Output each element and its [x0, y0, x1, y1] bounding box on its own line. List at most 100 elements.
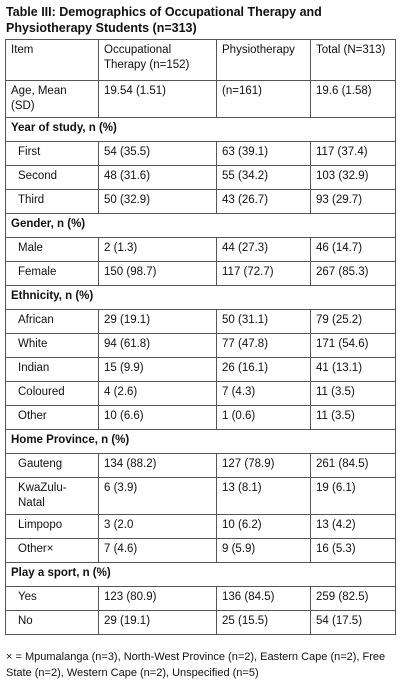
- cell: 2 (1.3): [98, 237, 217, 262]
- cell: 44 (27.3): [216, 237, 311, 262]
- section-label: Home Province, n (%): [5, 429, 396, 454]
- data-row: Gauteng 134 (88.2) 127 (78.9) 261 (84.5): [5, 453, 396, 478]
- cell: 15 (9.9): [98, 357, 217, 382]
- table-body: Item Occupational Therapy (n=152) Physioth…: [5, 39, 396, 635]
- section-row: Gender, n (%): [5, 213, 396, 238]
- section-row: Home Province, n (%): [5, 429, 396, 454]
- data-row: Limpopo 3 (2.0 10 (6.2) 13 (4.2): [5, 514, 396, 539]
- cell: 127 (78.9): [216, 453, 311, 478]
- data-row: Third 50 (32.9) 43 (26.7) 93 (29.7): [5, 189, 396, 214]
- cell: 3 (2.0: [98, 514, 217, 539]
- row-label: KwaZulu-Natal: [5, 477, 99, 515]
- data-row: White 94 (61.8) 77 (47.8) 171 (54.6): [5, 333, 396, 358]
- header-cell: Total (N=313): [310, 39, 396, 81]
- row-label: Third: [5, 189, 99, 214]
- cell: 46 (14.7): [310, 237, 396, 262]
- cell: 6 (3.9): [98, 477, 217, 515]
- section-row: Play a sport, n (%): [5, 562, 396, 587]
- data-row: Indian 15 (9.9) 26 (16.1) 41 (13.1): [5, 357, 396, 382]
- data-row: Other× 7 (4.6) 9 (5.9) 16 (5.3): [5, 538, 396, 563]
- cell: 267 (85.3): [310, 261, 396, 286]
- data-row: First 54 (35.5) 63 (39.1) 117 (37.4): [5, 141, 396, 166]
- cell: 48 (31.6): [98, 165, 217, 190]
- section-row: Ethnicity, n (%): [5, 285, 396, 310]
- cell: 103 (32.9): [310, 165, 396, 190]
- section-label: Play a sport, n (%): [5, 562, 396, 587]
- cell: 41 (13.1): [310, 357, 396, 382]
- cell: 19.6 (1.58): [310, 80, 396, 118]
- row-label: White: [5, 333, 99, 358]
- cell: 79 (25.2): [310, 309, 396, 334]
- data-row: Second 48 (31.6) 55 (34.2) 103 (32.9): [5, 165, 396, 190]
- cell: 94 (61.8): [98, 333, 217, 358]
- row-label: Gauteng: [5, 453, 99, 478]
- row-label: Coloured: [5, 381, 99, 406]
- cell: 7 (4.3): [216, 381, 311, 406]
- row-label: Male: [5, 237, 99, 262]
- cell: 123 (80.9): [98, 586, 217, 611]
- cell: 77 (47.8): [216, 333, 311, 358]
- row-label: Female: [5, 261, 99, 286]
- row-label: Other: [5, 405, 99, 430]
- cell: 11 (3.5): [310, 405, 396, 430]
- cell: 25 (15.5): [216, 610, 311, 635]
- data-row: Yes 123 (80.9) 136 (84.5) 259 (82.5): [5, 586, 396, 611]
- cell: 4 (2.6): [98, 381, 217, 406]
- cell: 29 (19.1): [98, 309, 217, 334]
- cell: 54 (17.5): [310, 610, 396, 635]
- cell: 259 (82.5): [310, 586, 396, 611]
- cell: 150 (98.7): [98, 261, 217, 286]
- section-label: Ethnicity, n (%): [5, 285, 396, 310]
- table-title: Table III: Demographics of Occupational …: [6, 5, 322, 35]
- cell: 10 (6.6): [98, 405, 217, 430]
- data-row: African 29 (19.1) 50 (31.1) 79 (25.2): [5, 309, 396, 334]
- cell: (n=161): [216, 80, 311, 118]
- data-row: Female 150 (98.7) 117 (72.7) 267 (85.3): [5, 261, 396, 286]
- data-row: Male 2 (1.3) 44 (27.3) 46 (14.7): [5, 237, 396, 262]
- data-row: No 29 (19.1) 25 (15.5) 54 (17.5): [5, 610, 396, 635]
- cell: 13 (8.1): [216, 477, 311, 515]
- data-row: Other 10 (6.6) 1 (0.6) 11 (3.5): [5, 405, 396, 430]
- header-cell: Item: [5, 39, 99, 81]
- header-row: Item Occupational Therapy (n=152) Physioth…: [5, 39, 396, 81]
- cell: 13 (4.2): [310, 514, 396, 539]
- cell: 134 (88.2): [98, 453, 217, 478]
- cell: 50 (32.9): [98, 189, 217, 214]
- row-label: First: [5, 141, 99, 166]
- row-label: Other×: [5, 538, 99, 563]
- row-label: Limpopo: [5, 514, 99, 539]
- cell: 7 (4.6): [98, 538, 217, 563]
- cell: 11 (3.5): [310, 381, 396, 406]
- cell: 261 (84.5): [310, 453, 396, 478]
- cell: 16 (5.3): [310, 538, 396, 563]
- cell: 93 (29.7): [310, 189, 396, 214]
- cell: 117 (72.7): [216, 261, 311, 286]
- cell: 29 (19.1): [98, 610, 217, 635]
- cell: 19.54 (1.51): [98, 80, 217, 118]
- row-label: Second: [5, 165, 99, 190]
- row-label: African: [5, 309, 99, 334]
- section-label: Gender, n (%): [5, 213, 396, 238]
- section-label: Year of study, n (%): [5, 117, 396, 142]
- cell: 54 (35.5): [98, 141, 217, 166]
- cell: 10 (6.2): [216, 514, 311, 539]
- cell: 26 (16.1): [216, 357, 311, 382]
- row-label: No: [5, 610, 99, 635]
- section-row: Year of study, n (%): [5, 117, 396, 142]
- data-row: KwaZulu-Natal 6 (3.9) 13 (8.1) 19 (6.1): [5, 477, 396, 515]
- header-cell: Occupational Therapy (n=152): [98, 39, 217, 81]
- row-label: Age, Mean (SD): [5, 80, 99, 118]
- table: Item Occupational Therapy (n=152) Physioth…: [5, 39, 396, 635]
- header-cell: Physiotherapy: [216, 39, 311, 81]
- row-label: Yes: [5, 586, 99, 611]
- data-row: Coloured 4 (2.6) 7 (4.3) 11 (3.5): [5, 381, 396, 406]
- cell: 9 (5.9): [216, 538, 311, 563]
- cell: 1 (0.6): [216, 405, 311, 430]
- cell: 63 (39.1): [216, 141, 311, 166]
- footnote: × = Mpumalanga (n=3), North-West Provinc…: [6, 651, 386, 679]
- cell: 55 (34.2): [216, 165, 311, 190]
- cell: 43 (26.7): [216, 189, 311, 214]
- cell: 136 (84.5): [216, 586, 311, 611]
- cell: 171 (54.6): [310, 333, 396, 358]
